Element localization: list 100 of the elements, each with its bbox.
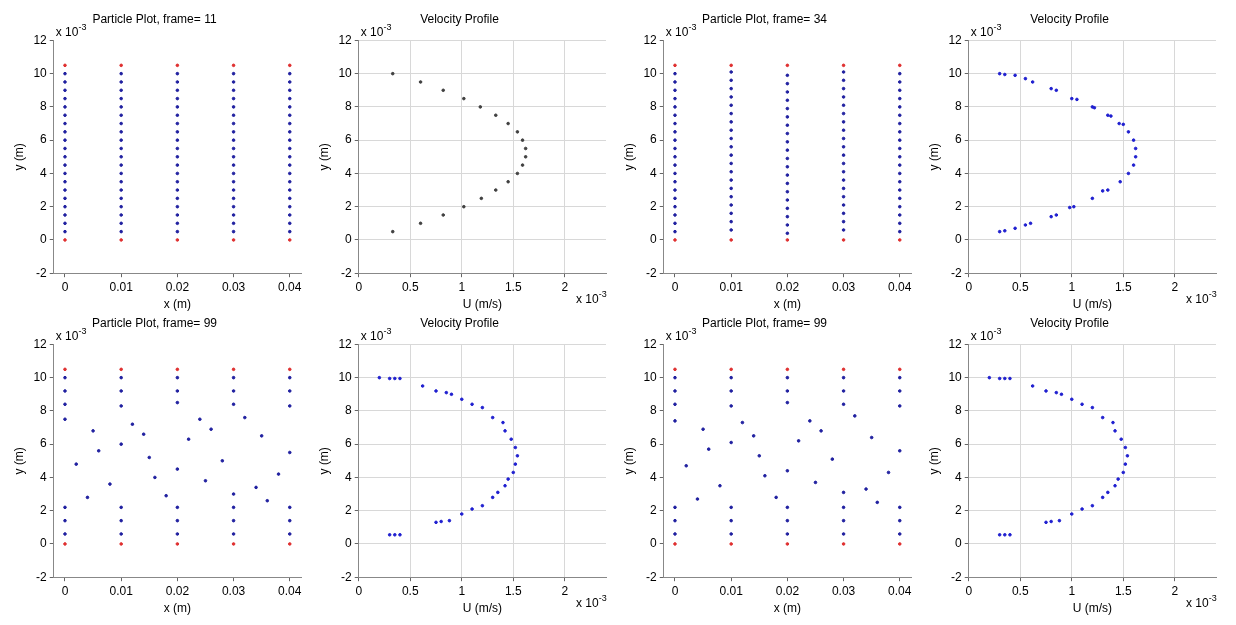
y-tick-label: 12 <box>338 32 353 47</box>
y-tick-label: 8 <box>650 99 658 114</box>
x-tick-label: 0.01 <box>719 583 744 598</box>
x-tick-label: 0.04 <box>888 583 912 598</box>
y-axis-title: y (m) <box>316 143 331 171</box>
y-tick-label: 2 <box>955 503 963 517</box>
y-tick-label: 10 <box>33 65 48 80</box>
y-tick-label: 12 <box>33 32 48 47</box>
x-tick-label: 0.03 <box>831 583 856 598</box>
x-axis-title: x (m) <box>773 297 802 312</box>
y-tick-label: 2 <box>650 199 658 213</box>
y-tick-label: 8 <box>955 403 963 418</box>
x-tick-label: 2 <box>1171 583 1179 598</box>
y-tick-label: -2 <box>646 265 658 280</box>
x-axis-title: x (m) <box>773 601 802 616</box>
y-axis-title: y (m) <box>621 447 636 475</box>
y-tick-label: 0 <box>955 232 963 247</box>
x-tick-label: 0.04 <box>888 279 912 294</box>
y-tick-label: 4 <box>650 165 658 180</box>
y-tick-label: 2 <box>650 503 658 517</box>
y-tick-label: 10 <box>33 369 48 384</box>
x-tick-label: 0.5 <box>1011 583 1029 598</box>
y-tick-label: 10 <box>643 369 658 384</box>
y-tick-label: 4 <box>345 165 353 180</box>
x-tick-label: 0 <box>671 583 679 598</box>
chart-title: Velocity Profile <box>420 11 500 26</box>
y-tick-label: 4 <box>40 469 48 484</box>
y-tick-label: 8 <box>955 99 963 114</box>
y-tick-label: 12 <box>948 32 963 47</box>
y-tick-label: 2 <box>955 199 963 213</box>
y-axis-title: y (m) <box>11 143 26 171</box>
y-tick-label: 12 <box>643 336 658 351</box>
y-tick-label: 0 <box>345 232 353 247</box>
x-tick-label: 0.02 <box>165 279 190 294</box>
x-tick-label: 1 <box>1068 583 1076 598</box>
x-tick-label: 0 <box>355 279 363 294</box>
x-tick-label: 0.03 <box>221 279 246 294</box>
x-tick-label: 0.5 <box>1011 279 1029 294</box>
y-tick-label: 0 <box>650 232 658 247</box>
y-tick-label: -2 <box>36 265 48 280</box>
y-tick-label: 6 <box>40 436 48 451</box>
x-tick-label: 0.04 <box>278 583 302 598</box>
x-tick-label: 1 <box>1068 279 1076 294</box>
y-tick-label: 2 <box>40 199 48 213</box>
y-tick-label: 0 <box>345 536 353 551</box>
y-tick-label: 2 <box>345 199 353 213</box>
x-axis-title: x (m) <box>163 601 192 616</box>
y-tick-label: 0 <box>650 536 658 551</box>
y-axis-title: y (m) <box>11 447 26 475</box>
y-tick-label: 4 <box>345 469 353 484</box>
x-tick-label: 0 <box>355 583 363 598</box>
x-tick-label: 0 <box>61 583 69 598</box>
x-axis-title: x (m) <box>163 297 192 312</box>
chart-title: Velocity Profile <box>1030 315 1110 330</box>
x-tick-label: 0.02 <box>165 583 190 598</box>
y-tick-label: 10 <box>338 369 353 384</box>
y-axis-title: y (m) <box>926 143 941 171</box>
y-tick-label: -2 <box>951 265 963 280</box>
x-tick-label: 0 <box>965 279 973 294</box>
x-tick-label: 1 <box>458 583 466 598</box>
x-tick-label: 0.5 <box>401 279 419 294</box>
x-axis-title: U (m/s) <box>462 601 503 616</box>
y-tick-label: -2 <box>36 569 48 584</box>
y-tick-label: 8 <box>650 403 658 418</box>
y-tick-label: 2 <box>345 503 353 517</box>
y-tick-label: 10 <box>338 65 353 80</box>
chart-title: Particle Plot, frame= 99 <box>91 315 218 330</box>
y-tick-label: 10 <box>643 65 658 80</box>
chart-title: Velocity Profile <box>420 315 500 330</box>
y-tick-label: 6 <box>345 436 353 451</box>
y-axis-title: y (m) <box>316 447 331 475</box>
y-tick-label: 6 <box>650 436 658 451</box>
y-tick-label: 2 <box>40 503 48 517</box>
y-tick-label: 8 <box>40 99 48 114</box>
y-tick-label: -2 <box>646 569 658 584</box>
x-tick-label: 2 <box>561 583 569 598</box>
chart-title: Velocity Profile <box>1030 11 1110 26</box>
x-tick-label: 0.03 <box>221 583 246 598</box>
x-tick-label: 1.5 <box>1114 583 1132 598</box>
y-tick-label: 0 <box>40 232 48 247</box>
y-tick-label: 0 <box>40 536 48 551</box>
x-tick-label: 1.5 <box>1114 279 1132 294</box>
y-tick-label: 4 <box>40 165 48 180</box>
y-tick-label: 12 <box>33 336 48 351</box>
x-tick-label: 0 <box>671 279 679 294</box>
x-tick-label: 2 <box>1171 279 1179 294</box>
y-tick-label: 4 <box>955 165 963 180</box>
y-tick-label: 6 <box>955 436 963 451</box>
y-tick-label: 10 <box>948 369 963 384</box>
x-tick-label: 0.02 <box>775 583 800 598</box>
x-tick-label: 0.01 <box>719 279 744 294</box>
x-tick-label: 1.5 <box>504 583 522 598</box>
y-tick-label: 6 <box>650 132 658 147</box>
x-tick-label: 0 <box>61 279 69 294</box>
y-tick-label: -2 <box>341 569 353 584</box>
chart-title: Particle Plot, frame= 99 <box>701 315 828 330</box>
x-axis-title: U (m/s) <box>1072 601 1113 616</box>
y-tick-label: 8 <box>345 403 353 418</box>
y-tick-label: -2 <box>951 569 963 584</box>
chart-title: Particle Plot, frame= 34 <box>701 11 828 26</box>
